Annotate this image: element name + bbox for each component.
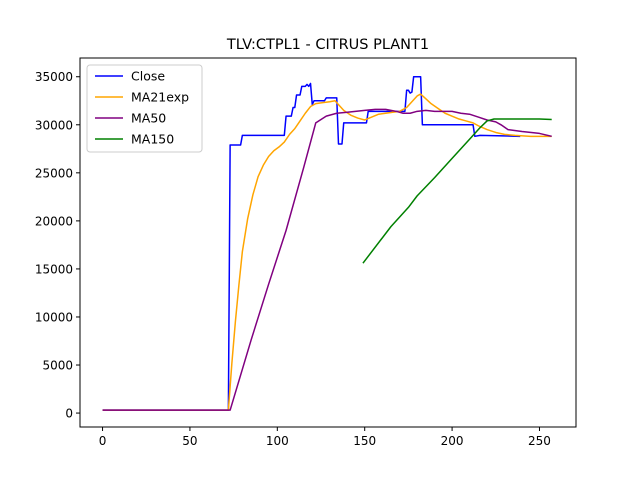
y-tick-label: 35000: [35, 70, 73, 84]
legend-label: Close: [131, 69, 165, 84]
y-tick-label: 0: [65, 407, 73, 421]
y-tick-label: 25000: [35, 166, 73, 180]
series-line-ma21exp: [102, 93, 552, 411]
series-layer: [102, 75, 552, 411]
x-tick-label: 200: [441, 434, 464, 448]
series-line-close: [102, 75, 521, 411]
x-tick-label: 100: [266, 434, 289, 448]
y-tick-label: 10000: [35, 310, 73, 324]
legend-label: MA50: [131, 111, 166, 126]
legend-label: MA21exp: [131, 90, 189, 105]
legend-label: MA150: [131, 132, 174, 147]
legend-box: [86, 64, 203, 153]
x-axis: 0 50 100 150 200 250: [99, 427, 551, 448]
y-tick-label: 15000: [35, 262, 73, 276]
plot-frame: [79, 57, 577, 428]
y-tick-label: 30000: [35, 118, 73, 132]
y-tick-label: 5000: [42, 359, 73, 373]
series-line-ma150: [362, 118, 552, 264]
plot-area: 0 50 100 150 200 250 0 5000 10000 15000 20000 2500…: [35, 57, 577, 448]
y-axis: 0 5000 10000 15000 20000 25000 30000 35000: [35, 70, 80, 421]
x-tick-label: 150: [353, 434, 376, 448]
legend: Close MA21exp MA50 MA150: [86, 64, 203, 153]
series-line-ma50: [102, 108, 552, 411]
x-tick-label: 50: [182, 434, 197, 448]
x-tick-label: 0: [99, 434, 107, 448]
y-tick-label: 20000: [35, 214, 73, 228]
chart-title: TLV:CTPL1 - CITRUS PLANT1: [226, 37, 429, 53]
x-tick-label: 250: [528, 434, 551, 448]
